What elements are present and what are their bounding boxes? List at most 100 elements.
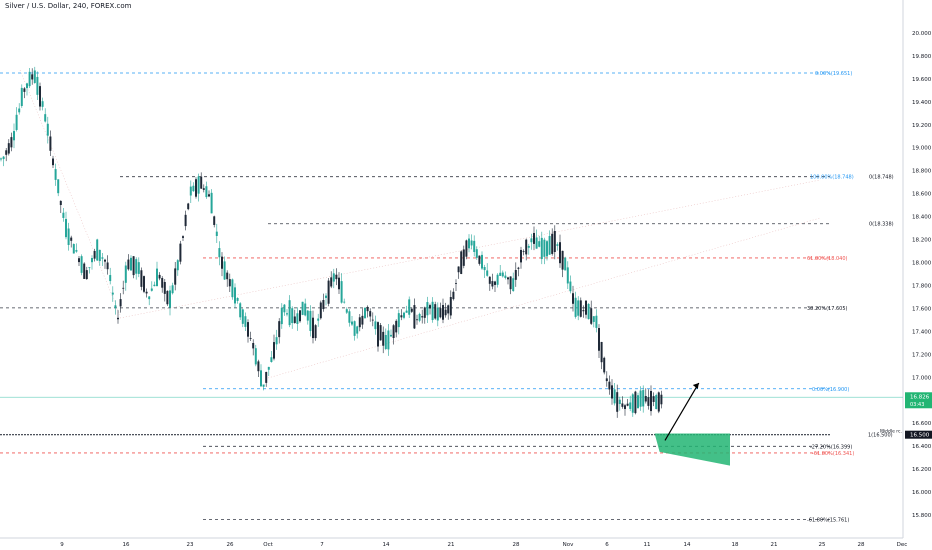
candle-body (353, 321, 356, 336)
candle-body (59, 200, 62, 206)
candle-body (39, 86, 41, 107)
candle-body (260, 370, 262, 387)
candle-body (137, 262, 140, 274)
candle-body (444, 309, 447, 316)
candle-body (187, 203, 190, 210)
candle-body (387, 330, 390, 350)
candle-body (413, 305, 416, 329)
level-label: 38.20%(17.605) (807, 306, 848, 312)
x-tick-label: 6 (605, 542, 609, 548)
candle-body (301, 301, 304, 315)
candle-body (200, 176, 203, 189)
y-tick-label: 19.000 (912, 146, 932, 152)
candle-body (70, 237, 73, 241)
y-tick-label: 17.600 (912, 306, 932, 312)
candle-body (124, 265, 127, 283)
candle-body (182, 236, 184, 238)
candle-body (421, 316, 424, 318)
x-tick-label: Oct (263, 542, 273, 548)
y-tick-label: 18.400 (912, 215, 932, 221)
candle-body (20, 87, 23, 106)
candle-body (657, 392, 660, 412)
candle-body (538, 241, 541, 247)
candles-group (0, 66, 663, 418)
candle-body (325, 295, 327, 298)
y-tick-label: 18.800 (912, 169, 932, 175)
level-label: 100.00%(18.748) (810, 175, 854, 181)
candle-body (613, 389, 616, 404)
candle-body (171, 285, 174, 294)
candle-body (655, 395, 658, 410)
candle-body (314, 325, 317, 339)
middle-label: Middle rc. (880, 429, 902, 435)
candle-body (600, 341, 603, 363)
candle-body (332, 273, 335, 282)
candle-body (234, 287, 236, 304)
candle-body (179, 243, 182, 262)
candle-body (106, 262, 109, 270)
candle-body (119, 299, 122, 307)
candle-body (226, 272, 229, 280)
level-label: -61.80%(16.341) (812, 451, 854, 457)
candle-body (644, 396, 647, 402)
candle-body (629, 402, 632, 409)
candle-body (31, 74, 34, 80)
candle-body (36, 76, 39, 95)
projection-arrow-head (692, 383, 699, 390)
candle-body (611, 385, 613, 399)
candle-body (241, 309, 244, 324)
y-tick-label: 17.800 (912, 283, 932, 289)
y-tick-label: 15.800 (912, 513, 932, 519)
y-tick-label: 18.200 (912, 238, 932, 244)
candle-body (475, 249, 478, 258)
candle-body (202, 188, 205, 190)
candle-body (153, 284, 156, 287)
candle-body (156, 268, 158, 287)
candle-body (494, 281, 496, 285)
x-tick-label: 18 (732, 542, 739, 548)
candle-body (46, 123, 49, 136)
candle-body (254, 348, 257, 365)
candle-body (642, 390, 645, 407)
candle-body (465, 240, 468, 257)
candle-body (166, 290, 169, 305)
candle-body (247, 322, 249, 337)
candle-body (439, 308, 442, 318)
candle-body (122, 287, 125, 289)
candle-body (210, 192, 213, 214)
candle-body (517, 267, 520, 269)
candle-body (371, 319, 374, 321)
candle-body (457, 266, 460, 273)
y-tick-label: 18.000 (912, 261, 932, 267)
candle-body (533, 232, 535, 244)
candle-body (535, 237, 538, 249)
candle-body (540, 237, 543, 260)
candle-body (176, 260, 179, 271)
candle-body (236, 297, 239, 301)
candle-body (135, 259, 138, 274)
candle-body (621, 403, 624, 407)
x-tick-label: 14 (383, 542, 390, 548)
candle-body (605, 378, 608, 382)
candle-body (296, 313, 299, 324)
candle-body (28, 71, 31, 87)
candle-body (195, 179, 197, 197)
candle-body (608, 381, 611, 390)
trendline (19, 69, 121, 316)
level-label: 0.00%(16.900) (812, 387, 849, 393)
candle-body (150, 288, 153, 291)
y-tick-label: 17.400 (912, 329, 932, 335)
y-tick-label: 16.000 (912, 490, 932, 496)
candle-body (473, 240, 476, 252)
candle-body (618, 399, 621, 405)
candle-body (559, 242, 561, 264)
candle-body (626, 403, 629, 406)
candle-body (26, 83, 28, 89)
candle-body (548, 236, 551, 255)
candle-body (434, 304, 437, 319)
candle-body (158, 274, 161, 279)
candle-body (616, 392, 619, 412)
candle-body (288, 300, 291, 326)
candle-body (257, 361, 260, 372)
